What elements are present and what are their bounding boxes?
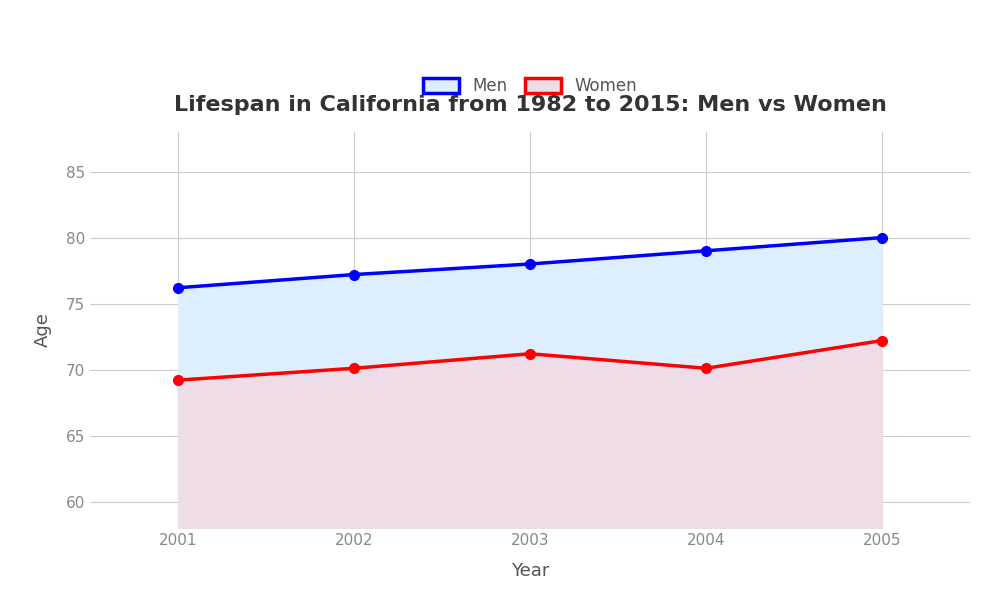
X-axis label: Year: Year [511,562,549,580]
Legend: Men, Women: Men, Women [414,69,646,104]
Y-axis label: Age: Age [34,313,52,347]
Title: Lifespan in California from 1982 to 2015: Men vs Women: Lifespan in California from 1982 to 2015… [174,95,886,115]
